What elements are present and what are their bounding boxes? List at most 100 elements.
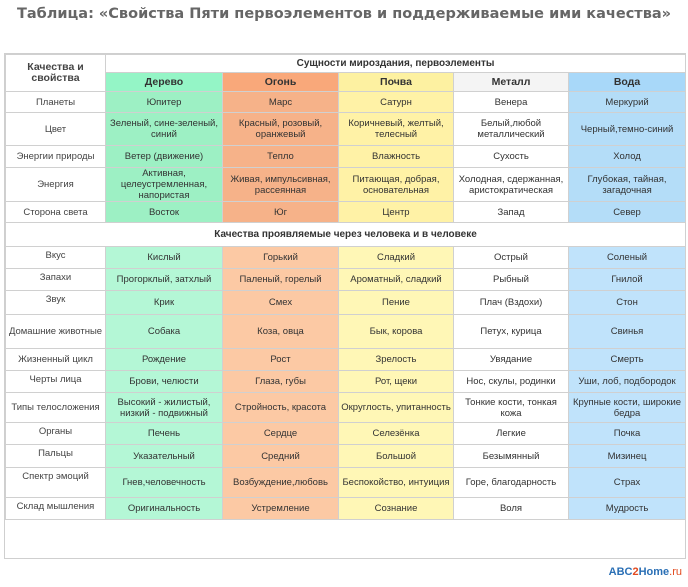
table-cell: Глаза, губы <box>222 370 339 393</box>
element-header: Дерево <box>105 72 223 92</box>
table-cell: Ароматный, сладкий <box>338 268 454 291</box>
table-cell: Сознание <box>338 497 454 520</box>
table-cell: Активная, целеустремленная, напористая <box>105 167 223 202</box>
table-cell: Рот, щеки <box>338 370 454 393</box>
section-header: Качества проявляемые через человека и в … <box>4 222 687 247</box>
table-cell: Мизинец <box>567 444 687 468</box>
table-row: Сторона света Восток Юг Центр Запад Север <box>5 201 687 223</box>
table-body: Качества и свойства Сущности мироздания, … <box>4 54 687 520</box>
table-cell: Красный, розовый, оранжевый <box>222 112 339 146</box>
table-cell: Беспокойство, интуиция <box>338 467 454 498</box>
table-cell: Уши, лоб, подбородок <box>567 370 687 393</box>
element-header: Металл <box>453 72 569 92</box>
section-header-row: Качества проявляемые через человека и в … <box>4 222 687 247</box>
table-cell: Живая, импульсивная, рассеянная <box>222 167 339 202</box>
table-cell: Нос, скулы, родинки <box>453 370 569 393</box>
table-cell: Ветер (движение) <box>105 145 223 168</box>
table-cell: Сладкий <box>338 246 454 269</box>
table-cell: Петух, курица <box>453 314 569 349</box>
table-row: Черты лица Брови, челюсти Глаза, губы Рот, … <box>5 370 687 393</box>
table-row: Типы телосложения Высокий - жилистый, низ… <box>5 392 687 423</box>
table-cell: Горький <box>222 246 339 269</box>
table-cell: Паленый, горелый <box>222 268 339 291</box>
table-cell: Увядание <box>453 348 569 371</box>
table-cell: Тонкие кости, тонкая кожа <box>453 392 569 423</box>
logo-part-home: Home <box>638 566 670 578</box>
element-header: Почва <box>338 72 454 92</box>
table-cell: Средний <box>222 444 339 468</box>
table-cell: Почка <box>567 422 687 445</box>
table-cell: Стройность, красота <box>222 392 339 423</box>
table-cell: Марс <box>222 91 339 113</box>
table-cell: Воля <box>453 497 569 520</box>
table-cell: Крупные кости, широкие бедра <box>567 392 687 423</box>
table-cell: Указательный <box>105 444 223 468</box>
table-cell: Безымянный <box>453 444 569 468</box>
row-label: Черты лица <box>5 370 106 393</box>
row-label: Цвет <box>5 112 106 146</box>
table-cell: Венера <box>453 91 569 113</box>
row-label: Органы <box>5 422 106 445</box>
table-cell: Сатурн <box>338 91 454 113</box>
row-label: Пальцы <box>5 444 106 468</box>
table-cell: Гнилой <box>567 268 687 291</box>
table-cell: Горе, благодарность <box>453 467 569 498</box>
table-cell: Зеленый, сине-зеленый, синий <box>105 112 223 146</box>
table-cell: Зрелость <box>338 348 454 371</box>
row-label: Типы телосложения <box>5 392 106 423</box>
table-cell: Сердце <box>222 422 339 445</box>
table-row: Жизненный цикл Рождение Рост Зрелость Увядан… <box>5 348 687 371</box>
corner-label: Качества и свойства <box>5 54 106 92</box>
row-label: Запахи <box>5 268 106 291</box>
table-cell: Юпитер <box>105 91 223 113</box>
table-cell: Тепло <box>222 145 339 168</box>
header-row-elements: Дерево Огонь Почва Металл Вода <box>6 72 687 92</box>
logo-part-2: 2 <box>632 566 639 578</box>
table-cell: Коричневый, желтый, телесный <box>338 112 454 146</box>
table-row: Спектр эмоций Гнев,человечность Возбуждени… <box>5 467 687 498</box>
row-label: Энергия <box>5 167 106 202</box>
table-cell: Питающая, добрая, основательная <box>338 167 454 202</box>
table-cell: Соленый <box>567 246 687 269</box>
table-row: Пальцы Указательный Средний Большой Безымянн… <box>5 444 687 468</box>
table-cell: Центр <box>338 201 454 223</box>
row-label: Планеты <box>5 91 106 113</box>
table-row: Вкус Кислый Горький Сладкий Острый Соленый <box>5 246 687 269</box>
table-cell: Рыбный <box>453 268 569 291</box>
row-label: Энергии природы <box>5 145 106 168</box>
table-cell: Белый,любой металлический <box>453 112 569 146</box>
table-cell: Свинья <box>567 314 687 349</box>
group-header: Сущности мироздания, первоэлементы <box>104 54 687 73</box>
table-cell: Кислый <box>105 246 223 269</box>
table-cell: Высокий - жилистый, низкий - подвижный <box>105 392 223 423</box>
table-cell: Мудрость <box>567 497 687 520</box>
table-cell: Округлость, упитанность <box>338 392 454 423</box>
row-label: Спектр эмоций <box>5 467 106 498</box>
table-cell: Смех <box>222 290 339 315</box>
table-cell: Глубокая, тайная, загадочная <box>567 167 687 202</box>
table-cell: Легкие <box>453 422 569 445</box>
row-label: Склад мышления <box>5 497 106 520</box>
element-header: Огонь <box>222 72 339 92</box>
table-cell: Смерть <box>567 348 687 371</box>
element-header: Вода <box>567 72 687 92</box>
table-cell: Рождение <box>105 348 223 371</box>
table-cell: Устремление <box>222 497 339 520</box>
table-row: Планеты Юпитер Марс Сатурн Венера Меркурий <box>5 91 687 113</box>
row-label: Домашние животные <box>5 314 106 349</box>
table-row: Цвет Зеленый, сине-зеленый, синий Красный,… <box>5 112 687 146</box>
table-cell: Большой <box>338 444 454 468</box>
table-cell: Собака <box>105 314 223 349</box>
table-cell: Черный,темно-синий <box>567 112 687 146</box>
table-cell: Холодная, сдержанная, аристократическая <box>453 167 569 202</box>
table-cell: Восток <box>105 201 223 223</box>
row-label: Сторона света <box>5 201 106 223</box>
properties-table-container: Качества и свойства Сущности мироздания, … <box>4 53 687 559</box>
table-row: Звук Крик Смех Пение Плач (Вздохи) Стон <box>5 290 687 315</box>
row-label: Звук <box>5 290 106 315</box>
table-cell: Юг <box>222 201 339 223</box>
row-label: Жизненный цикл <box>5 348 106 371</box>
table-cell: Гнев,человечность <box>105 467 223 498</box>
logo-part-abc: ABC <box>608 566 633 578</box>
table-row: Домашние животные Собака Коза, овца Бык, ко… <box>5 314 687 349</box>
